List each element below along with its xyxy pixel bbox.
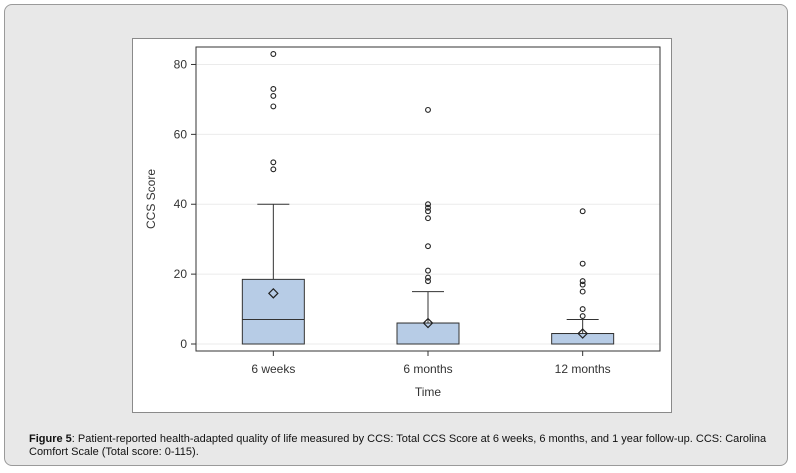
box-group-6-weeks (241, 51, 305, 345)
box-group-6-months (396, 106, 460, 345)
outlier-point (425, 274, 431, 281)
outlier-point (425, 201, 431, 208)
caption-label: Figure 5 (29, 433, 72, 445)
outlier-point (425, 243, 431, 250)
x-tick-label: 6 months (403, 362, 452, 376)
box-group-12-months (551, 208, 615, 345)
outlier-point (270, 51, 277, 57)
outlier-point (579, 313, 586, 320)
mean-marker (577, 328, 589, 339)
mean-marker (422, 317, 434, 329)
outlier-point (270, 159, 277, 166)
outlier-point (579, 260, 586, 267)
outlier-point (579, 288, 586, 295)
y-axis-title: CCS Score (144, 169, 158, 229)
caption-text: : Patient-reported health-adapted qualit… (29, 433, 767, 458)
outlier-point (579, 208, 586, 215)
outlier-point (425, 208, 431, 215)
box (241, 278, 305, 345)
y-tick-label: 40 (174, 197, 188, 211)
outlier-point (425, 204, 431, 211)
outlier-point (425, 267, 431, 274)
chart-panel: 0 20 40 60 80 6 weeks 6 months 12 months Time CCS… (132, 38, 672, 413)
figure-frame: 0 20 40 60 80 6 weeks 6 months 12 months Time CCS… (4, 4, 788, 466)
y-tick-label: 0 (180, 337, 187, 351)
y-tick-label: 60 (174, 127, 188, 141)
y-tick-label: 80 (174, 57, 188, 71)
outlier-point (425, 106, 431, 113)
outlier-point (270, 103, 277, 110)
mean-marker (267, 287, 279, 299)
figure-caption: Figure 5: Patient-reported health-adapte… (29, 433, 779, 459)
x-tick-label: 6 weeks (251, 362, 295, 376)
outlier-point (270, 85, 277, 92)
box-plot-chart: 0 20 40 60 80 6 weeks 6 months 12 months Time CCS… (144, 46, 661, 399)
outlier-point (579, 278, 586, 285)
outlier-point (425, 278, 431, 285)
box (396, 322, 460, 345)
x-tick-label: 12 months (555, 362, 611, 376)
y-tick-label: 20 (174, 267, 188, 281)
x-axis-title: Time (415, 385, 442, 399)
outlier-point (579, 281, 586, 288)
outlier-point (270, 92, 277, 99)
outlier-point (425, 215, 431, 222)
outlier-point (579, 306, 586, 313)
outlier-point (270, 166, 277, 173)
